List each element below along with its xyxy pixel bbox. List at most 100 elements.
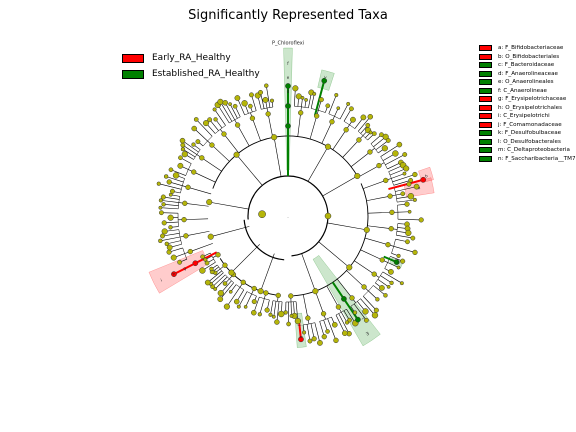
genus-node — [399, 281, 404, 286]
genus-node — [202, 120, 210, 127]
genus-node — [161, 228, 168, 235]
taxa-key-item: n: F_Saccharibacteria__TM7 — [479, 155, 576, 164]
significant-node — [341, 296, 347, 302]
genus-node — [388, 268, 394, 275]
genus-node — [392, 150, 399, 157]
genus-node — [168, 225, 173, 230]
genus-node — [360, 114, 367, 121]
clade-edge — [162, 233, 180, 237]
significant-node — [171, 271, 177, 277]
genus-node — [304, 98, 308, 102]
taxa-key-swatch — [479, 155, 492, 162]
genus-node — [258, 89, 264, 95]
taxa-key-swatch — [479, 45, 492, 52]
clade-edge — [380, 144, 400, 157]
phylum-arc — [247, 175, 329, 257]
genus-node — [222, 281, 228, 286]
genus-node — [248, 92, 254, 98]
genus-node — [403, 165, 410, 172]
clade-edge — [397, 218, 422, 221]
clade-edge — [363, 180, 386, 189]
genus-node — [379, 285, 385, 291]
order-node — [361, 284, 367, 290]
genus-node — [200, 254, 205, 260]
genus-node — [180, 147, 186, 152]
order-node — [349, 295, 355, 301]
taxa-key-label: e: O_Anaerolineales — [498, 79, 554, 85]
highlight-label: e — [287, 75, 290, 80]
genus-node — [404, 201, 410, 207]
genus-node — [418, 217, 424, 223]
genus-node — [243, 305, 248, 309]
clade-edge — [265, 85, 271, 108]
clade-edge — [276, 301, 280, 323]
order-node — [222, 262, 228, 268]
class-node — [354, 172, 361, 180]
clade-edge — [160, 200, 179, 203]
order-node — [383, 177, 389, 184]
taxa-key-label: a: F_Bifidobacteriaceae — [498, 45, 564, 51]
genus-node — [389, 280, 394, 286]
legend: Early_RA_Healthy Established_RA_Healthy — [122, 50, 260, 82]
genus-node — [300, 95, 305, 100]
clade-edge — [346, 270, 365, 288]
legend-item-established: Established_RA_Healthy — [122, 66, 260, 82]
genus-node — [160, 233, 165, 239]
clade-edge — [319, 321, 325, 337]
genus-node — [274, 319, 280, 325]
highlight-label: l — [361, 317, 366, 321]
taxa-key-item: g: F_Erysipelotrichaceae — [479, 95, 576, 104]
clade-edge — [211, 144, 230, 162]
genus-node — [193, 117, 199, 122]
genus-node — [199, 267, 206, 274]
clade-edge — [251, 94, 257, 111]
class-node — [312, 288, 319, 295]
order-node — [221, 131, 227, 137]
genus-node — [317, 340, 323, 346]
genus-node — [179, 137, 186, 144]
order-node — [265, 111, 271, 117]
highlight-label: g — [182, 265, 187, 271]
clade-edge — [210, 272, 224, 285]
genus-node — [278, 310, 285, 318]
taxa-key-item: j: F_Comamonadaceae — [479, 121, 576, 130]
taxa-key-label: f: C_Anaerolineae — [498, 87, 547, 94]
clade-edge — [273, 301, 277, 317]
genus-node — [166, 179, 172, 185]
genus-node — [167, 214, 174, 221]
highlight-label: h — [171, 271, 176, 277]
clade-edge — [388, 178, 424, 191]
clade-edge — [187, 187, 212, 195]
highlight-label: k — [299, 336, 304, 340]
clade-edge — [315, 291, 324, 314]
taxa-key-swatch — [479, 138, 492, 145]
taxa-key-swatch — [479, 96, 492, 103]
genus-node — [172, 172, 180, 179]
genus-node — [373, 307, 379, 313]
legend-swatch-established — [122, 69, 144, 79]
order-node — [371, 271, 377, 277]
genus-node — [406, 181, 412, 187]
order-node — [305, 315, 311, 321]
genus-node — [191, 142, 196, 147]
taxa-key-label: b: O_Bifidobacteriales — [498, 53, 560, 60]
clade-edge — [337, 278, 353, 299]
order-node — [379, 257, 385, 263]
genus-node — [381, 145, 388, 152]
clade-edge — [214, 109, 226, 126]
clade-edge — [314, 322, 321, 343]
order-node — [263, 290, 269, 296]
clade-edge — [259, 298, 265, 315]
genus-node — [158, 238, 163, 244]
genus-node — [181, 151, 188, 158]
highlight-label: b — [424, 173, 428, 179]
genus-node — [228, 289, 233, 294]
clade-edge — [380, 275, 392, 284]
clade-edge — [166, 176, 184, 183]
taxa-key-item: c: F_Bacteroidaceae — [479, 61, 576, 70]
genus-node — [413, 183, 420, 190]
clade-edge — [318, 241, 350, 268]
genus-node — [307, 338, 313, 344]
genus-node — [217, 98, 224, 105]
